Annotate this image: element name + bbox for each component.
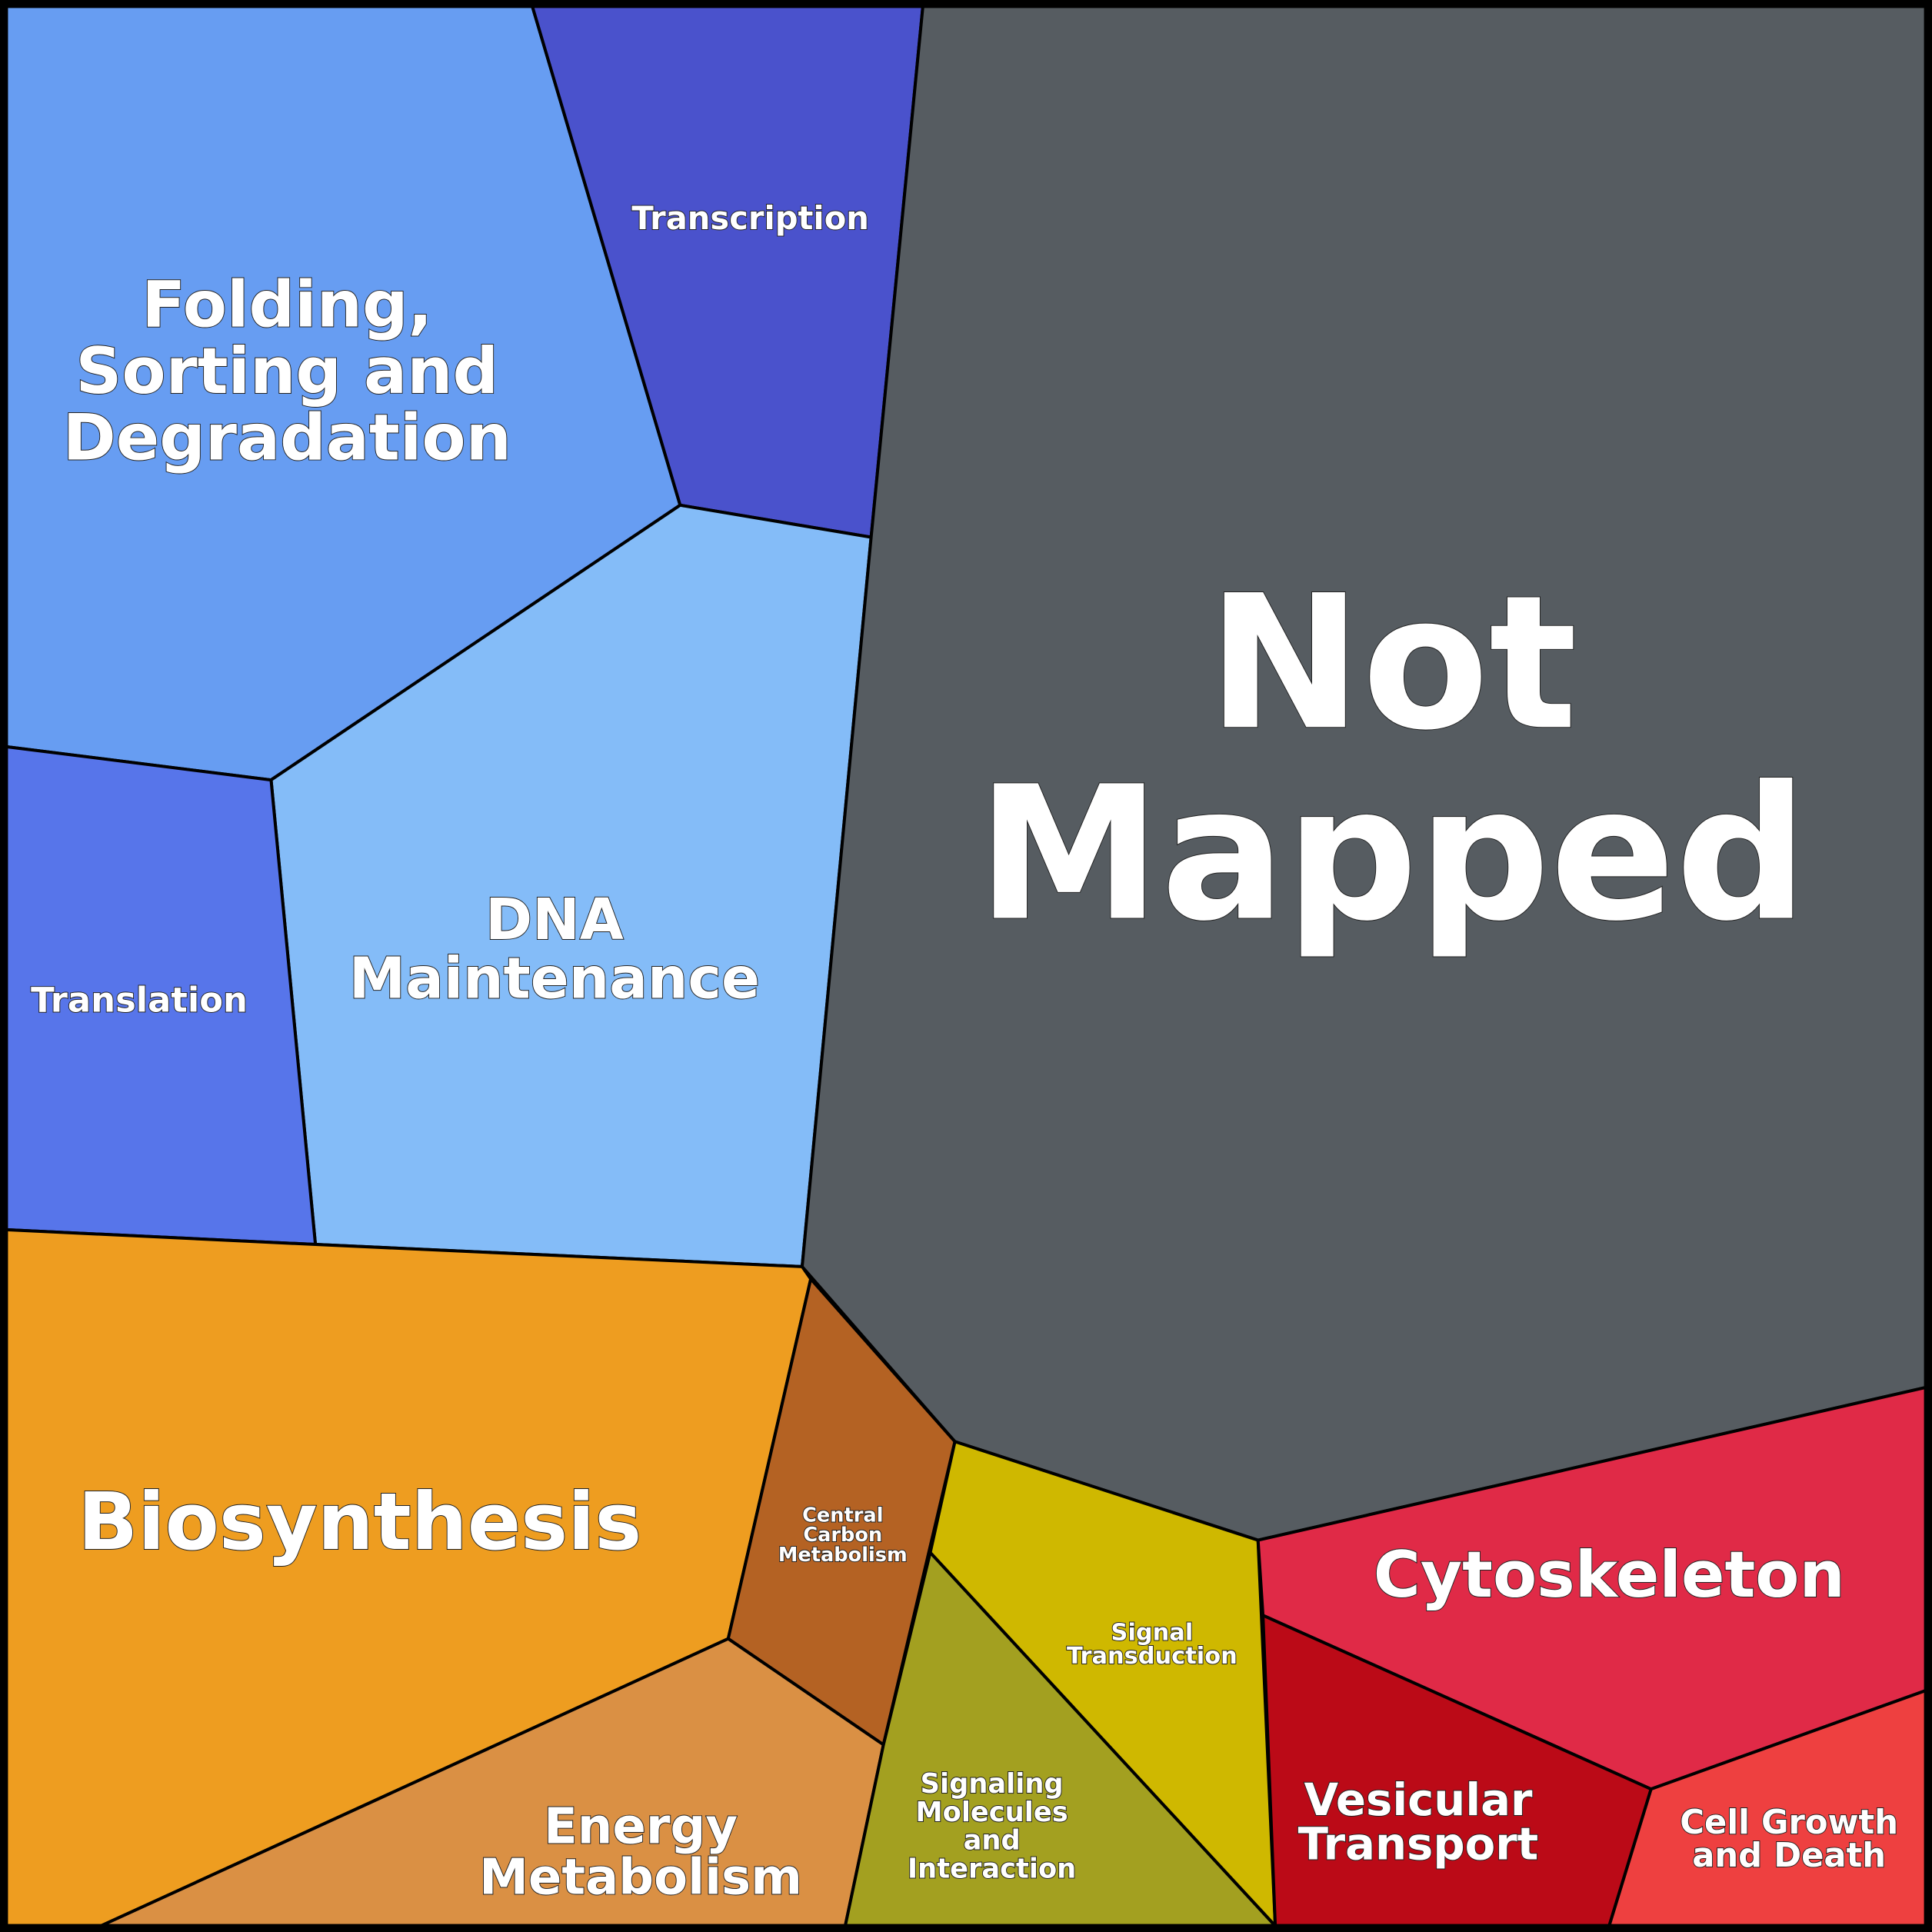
cell-label: Transduction xyxy=(1067,1643,1237,1670)
cell-label: Vesicular xyxy=(1304,1774,1533,1826)
cells xyxy=(5,5,1927,1927)
cell-label: Sorting and xyxy=(75,334,498,408)
cell-label: DNA xyxy=(485,888,624,953)
cell-label: Degradation xyxy=(63,401,511,475)
cell-label: Interaction xyxy=(908,1854,1076,1885)
cell-label: Metabolism xyxy=(778,1544,908,1567)
cell-label: and xyxy=(964,1825,1021,1857)
cell-label: Cell Growth xyxy=(1680,1804,1898,1842)
cell-label: Maintenance xyxy=(349,947,760,1012)
cell-label: Translation xyxy=(31,979,248,1020)
cell-label: Central xyxy=(802,1504,883,1527)
cell-label: Energy xyxy=(544,1799,738,1856)
cell-label: Biosynthesis xyxy=(78,1477,641,1568)
cell-label: Signal xyxy=(1111,1619,1194,1646)
cell-label: Signaling xyxy=(921,1768,1064,1800)
cell-label: Transcription xyxy=(631,199,869,237)
cell-label: Mapped xyxy=(977,747,1807,962)
cell-label: Transport xyxy=(1298,1817,1539,1870)
cell-label: Folding, xyxy=(142,268,432,342)
cell-label: Metabolism xyxy=(479,1849,802,1906)
cell-label: Not xyxy=(1208,555,1577,771)
cell-label: Molecules xyxy=(916,1797,1068,1828)
cell-label: and Death xyxy=(1692,1837,1886,1875)
cell-label: Cytoskeleton xyxy=(1374,1537,1845,1612)
cell-label: Carbon xyxy=(803,1524,882,1547)
